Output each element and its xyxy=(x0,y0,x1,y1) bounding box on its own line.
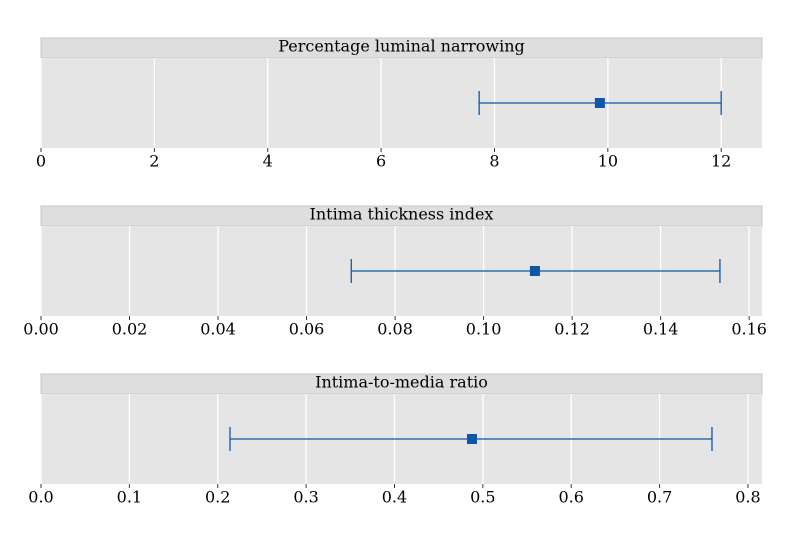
point xyxy=(529,266,540,276)
x-tick-label: 0.6 xyxy=(558,488,583,507)
point xyxy=(594,98,605,108)
x-tick-label: 0.12 xyxy=(554,320,590,339)
x-tick-label: 0.7 xyxy=(647,488,672,507)
x-tick-label: 0.1 xyxy=(117,488,142,507)
x-tick-label: 0.14 xyxy=(643,320,679,339)
panel-title: Intima thickness index xyxy=(310,205,494,224)
x-tick-label: 2 xyxy=(149,152,159,171)
x-tick-label: 0.5 xyxy=(470,488,495,507)
x-tick-label: 0.4 xyxy=(382,488,407,507)
x-tick-label: 6 xyxy=(376,152,386,171)
x-tick-label: 0.06 xyxy=(289,320,325,339)
x-tick-label: 8 xyxy=(489,152,499,171)
x-tick-label: 0.08 xyxy=(377,320,413,339)
x-tick-label: 0.00 xyxy=(23,320,59,339)
point xyxy=(466,434,477,444)
panel-title: Percentage luminal narrowing xyxy=(278,37,525,56)
x-tick-label: 0.16 xyxy=(731,320,767,339)
x-tick-label: 12 xyxy=(711,152,731,171)
x-tick-label: 4 xyxy=(263,152,273,171)
x-tick-label: 0.10 xyxy=(466,320,502,339)
x-tick-label: 0.04 xyxy=(200,320,236,339)
x-tick-label: 0.2 xyxy=(205,488,230,507)
x-tick-label: 0.02 xyxy=(112,320,148,339)
x-tick-label: 0.3 xyxy=(293,488,318,507)
x-tick-label: 0.0 xyxy=(28,488,53,507)
x-tick-label: 0.8 xyxy=(735,488,760,507)
panel-title: Intima-to-media ratio xyxy=(315,373,488,392)
x-tick-label: 10 xyxy=(598,152,618,171)
x-tick-label: 0 xyxy=(36,152,46,171)
